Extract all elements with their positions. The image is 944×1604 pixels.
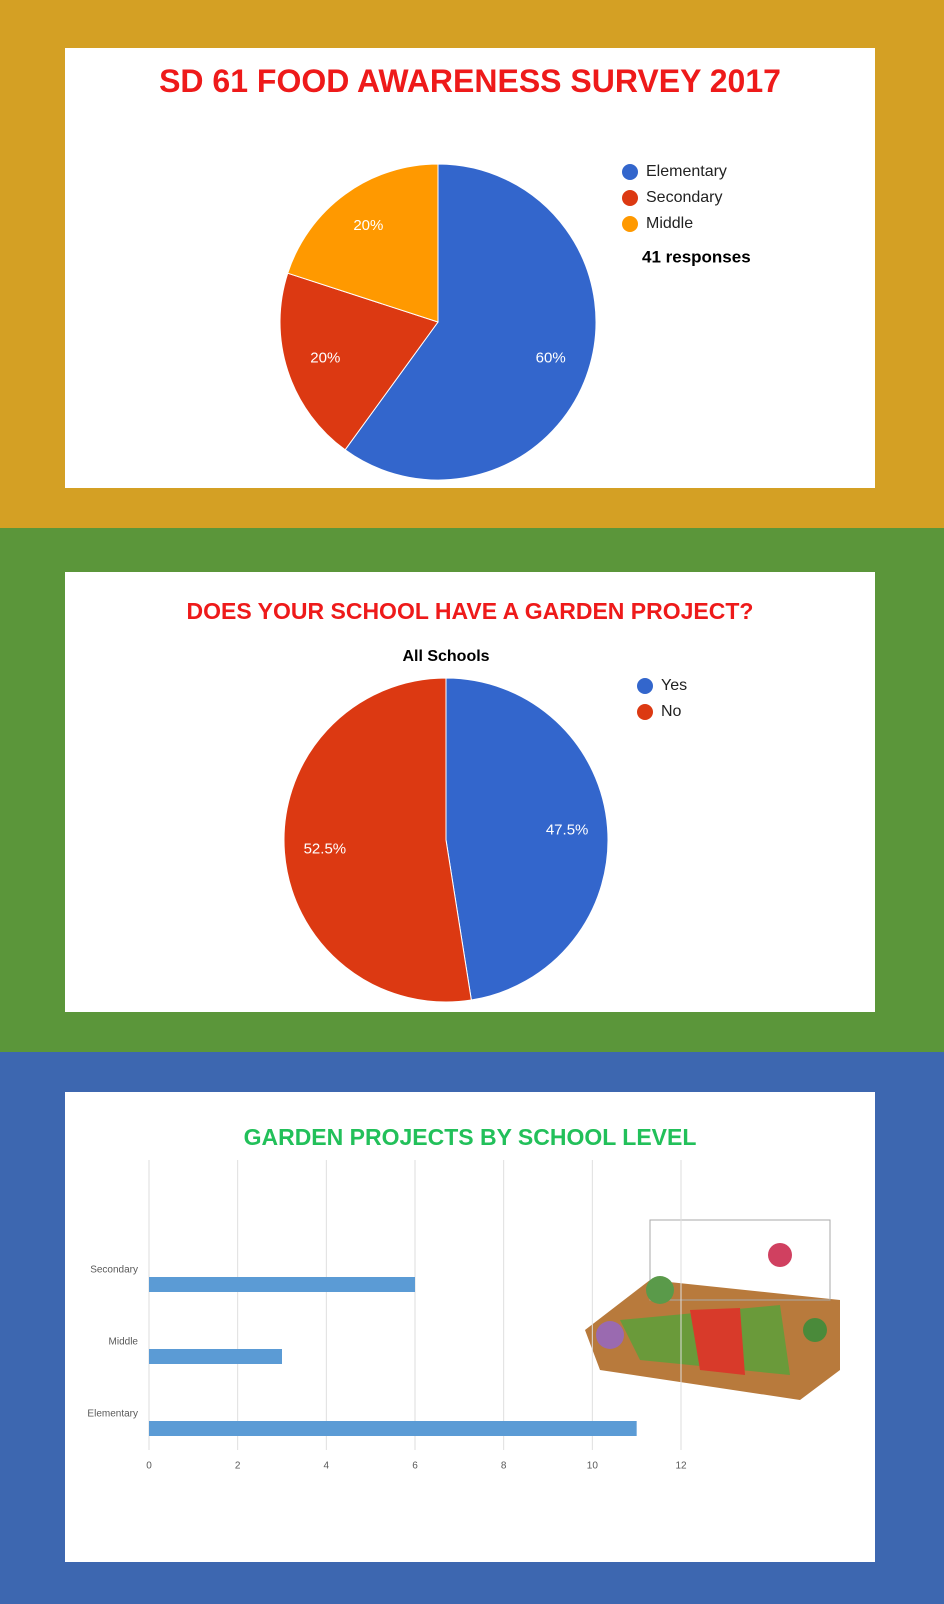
legend-label: Elementary [646, 163, 727, 180]
chart-subtitle: All Schools [402, 648, 489, 665]
x-tick-label: 10 [587, 1461, 599, 1472]
bar [149, 1349, 282, 1364]
y-tick-label: Secondary [90, 1265, 138, 1276]
x-tick-label: 6 [412, 1461, 418, 1472]
pie-slice [344, 163, 597, 481]
legend-label: Yes [661, 677, 687, 694]
pie-slice [287, 163, 439, 323]
x-tick-label: 0 [146, 1461, 152, 1472]
slice-label: 47.5% [546, 821, 589, 838]
chart-title: GARDEN PROJECTS BY SCHOOL LEVEL [243, 1124, 697, 1150]
slice-label: 60% [536, 350, 566, 367]
bar [149, 1421, 637, 1436]
chart-title: DOES YOUR SCHOOL HAVE A GARDEN PROJECT? [186, 598, 754, 624]
legend-swatch [622, 216, 638, 232]
legend-swatch [622, 164, 638, 180]
pie-slice [279, 272, 439, 451]
garden-illustration [585, 1219, 840, 1400]
y-tick-label: Middle [109, 1337, 139, 1348]
bar [149, 1277, 415, 1292]
legend-label: Secondary [646, 189, 723, 206]
legend-label: Middle [646, 215, 693, 232]
x-tick-label: 2 [235, 1461, 241, 1472]
chart-title: SD 61 FOOD AWARENESS SURVEY 2017 [159, 63, 781, 99]
slice-label: 52.5% [304, 841, 347, 858]
legend-swatch [637, 704, 653, 720]
slice-label: 20% [310, 350, 340, 367]
legend-swatch [622, 190, 638, 206]
pie-slice [283, 677, 472, 1003]
slice-label: 20% [353, 217, 383, 234]
pie-slice [445, 677, 609, 1001]
x-tick-label: 12 [675, 1461, 687, 1472]
annotation: 41 responses [642, 247, 751, 266]
legend-label: No [661, 703, 682, 720]
x-tick-label: 4 [324, 1461, 330, 1472]
y-tick-label: Elementary [87, 1409, 138, 1420]
x-tick-label: 8 [501, 1461, 507, 1472]
legend-swatch [637, 678, 653, 694]
